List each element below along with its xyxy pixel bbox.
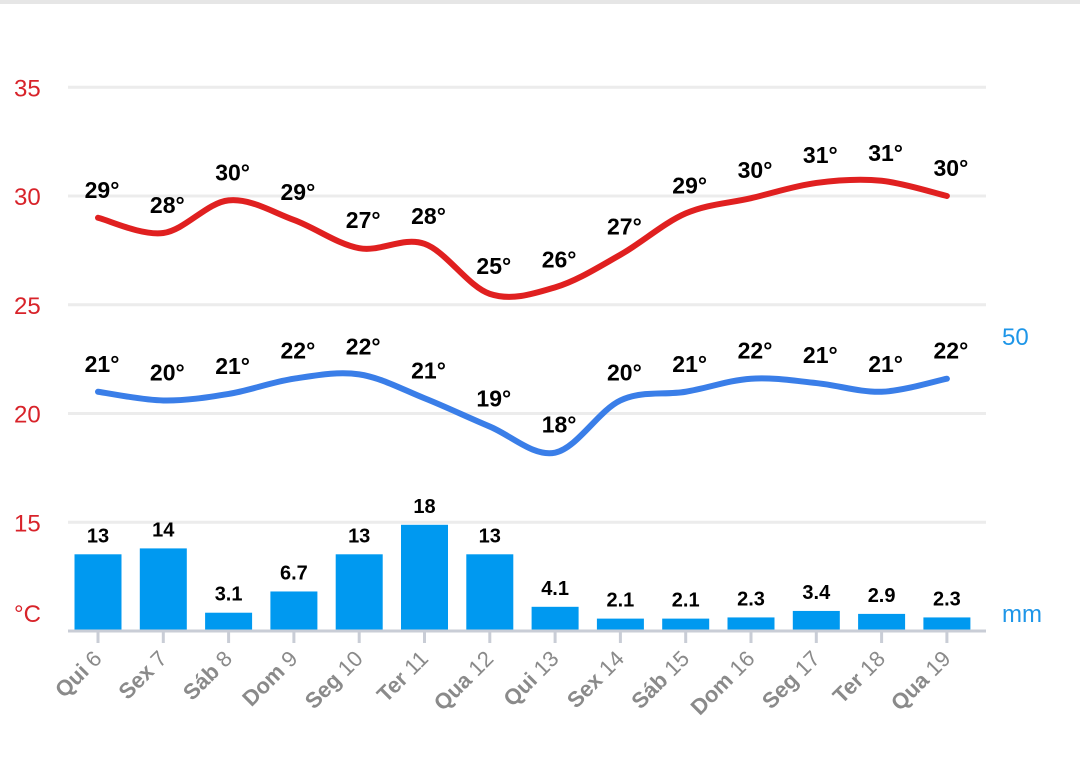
max-temperature-label: 28°	[150, 192, 185, 218]
x-tick-label: Seg 17	[757, 646, 825, 714]
precipitation-bar	[858, 613, 906, 631]
x-tick-label: Dom 9	[237, 646, 302, 711]
top-divider	[0, 0, 1080, 4]
precipitation-bar	[335, 554, 383, 631]
min-temperature-label: 20°	[607, 359, 642, 385]
min-temperature-label: 19°	[476, 386, 511, 412]
precipitation-label: 3.1	[215, 584, 243, 606]
min-temperature-label: 21°	[672, 351, 707, 377]
min-temperature-label: 22°	[281, 338, 316, 364]
max-temperature-label: 29°	[672, 172, 707, 198]
x-tick-label: Dom 16	[686, 646, 760, 720]
max-temperature-label: 28°	[411, 203, 446, 229]
precipitation-bar	[205, 612, 253, 631]
precipitation-label: 2.1	[672, 590, 700, 612]
y-tick-label-left: 35	[14, 75, 41, 102]
precipitation-bar	[596, 618, 644, 631]
x-tick-label: Seg 10	[300, 646, 368, 714]
y-tick-label-left: 20	[14, 402, 41, 429]
min-temperature-label: 21°	[215, 353, 250, 379]
precipitation-label: 2.1	[606, 590, 634, 612]
precipitation-label: 13	[348, 525, 370, 547]
precipitation-bar	[139, 548, 187, 631]
precipitation-bar	[74, 554, 122, 631]
precipitation-label: 2.3	[737, 588, 765, 610]
precipitation-label: 2.9	[868, 585, 896, 607]
y-tick-label-left: 15	[14, 510, 41, 537]
max-temperature-label: 30°	[738, 157, 773, 183]
x-tick-label: Qui 6	[50, 646, 107, 703]
y-axis-unit-right: mm	[1002, 601, 1042, 628]
precipitation-bar	[727, 617, 775, 631]
max-temperature-label: 30°	[934, 155, 969, 181]
x-tick-label: Qua 12	[429, 646, 499, 716]
precipitation-bar	[270, 591, 318, 631]
max-temperature-label: 31°	[803, 142, 838, 168]
x-tick-label: Ter 18	[828, 646, 890, 708]
x-tick-label: Ter 11	[372, 646, 433, 707]
precipitation-label: 2.3	[933, 588, 961, 610]
max-temperature-label: 30°	[215, 159, 250, 185]
max-temperature-line	[95, 176, 950, 300]
precipitation-bar	[662, 618, 710, 631]
x-tick-label: Qui 13	[498, 646, 563, 711]
max-temperature-label: 29°	[85, 177, 120, 203]
min-temperature-label: 20°	[150, 359, 185, 385]
precipitation-label: 18	[413, 496, 435, 518]
max-temperature-label: 27°	[346, 207, 381, 233]
precipitation-label: 3.4	[802, 582, 831, 604]
min-temperature-label: 22°	[738, 338, 773, 364]
min-temperature-line	[95, 370, 950, 457]
min-temperature-label: 21°	[85, 351, 120, 377]
precipitation-bar	[792, 610, 840, 631]
y-axis-unit-left: °C	[14, 601, 41, 628]
x-tick-label: Sáb 8	[178, 646, 237, 705]
y-tick-label-left: 25	[14, 293, 41, 320]
precipitation-bar	[401, 524, 448, 631]
min-temperature-label: 18°	[542, 412, 577, 438]
y-tick-label-left: 30	[14, 184, 41, 211]
y-tick-label-right: 50	[1002, 324, 1029, 351]
x-tick-label: Sex 14	[562, 646, 629, 713]
min-temperature-label: 21°	[411, 357, 446, 383]
precipitation-label: 6.7	[280, 562, 308, 584]
max-temperature-label: 25°	[476, 253, 511, 279]
precipitation-label: 13	[87, 525, 109, 547]
precipitation-label: 4.1	[541, 578, 569, 600]
min-temperature-label: 21°	[868, 351, 903, 377]
precipitation-label: 13	[479, 525, 501, 547]
precipitation-bar	[466, 554, 514, 631]
min-temperature-label: 21°	[803, 342, 838, 368]
precipitation-label: 14	[152, 519, 175, 541]
max-temperature-label: 26°	[542, 246, 577, 272]
x-tick-label: Sex 7	[113, 646, 171, 704]
max-temperature-label: 29°	[281, 179, 316, 205]
precipitation-bar	[531, 606, 579, 631]
min-temperature-label: 22°	[934, 338, 969, 364]
x-tick-label: Sáb 15	[626, 646, 694, 714]
precipitation-bar	[923, 617, 971, 631]
max-temperature-label: 31°	[868, 140, 903, 166]
min-temperature-label: 22°	[346, 333, 381, 359]
max-temperature-label: 27°	[607, 214, 642, 240]
x-tick-label: Qua 19	[886, 646, 956, 716]
